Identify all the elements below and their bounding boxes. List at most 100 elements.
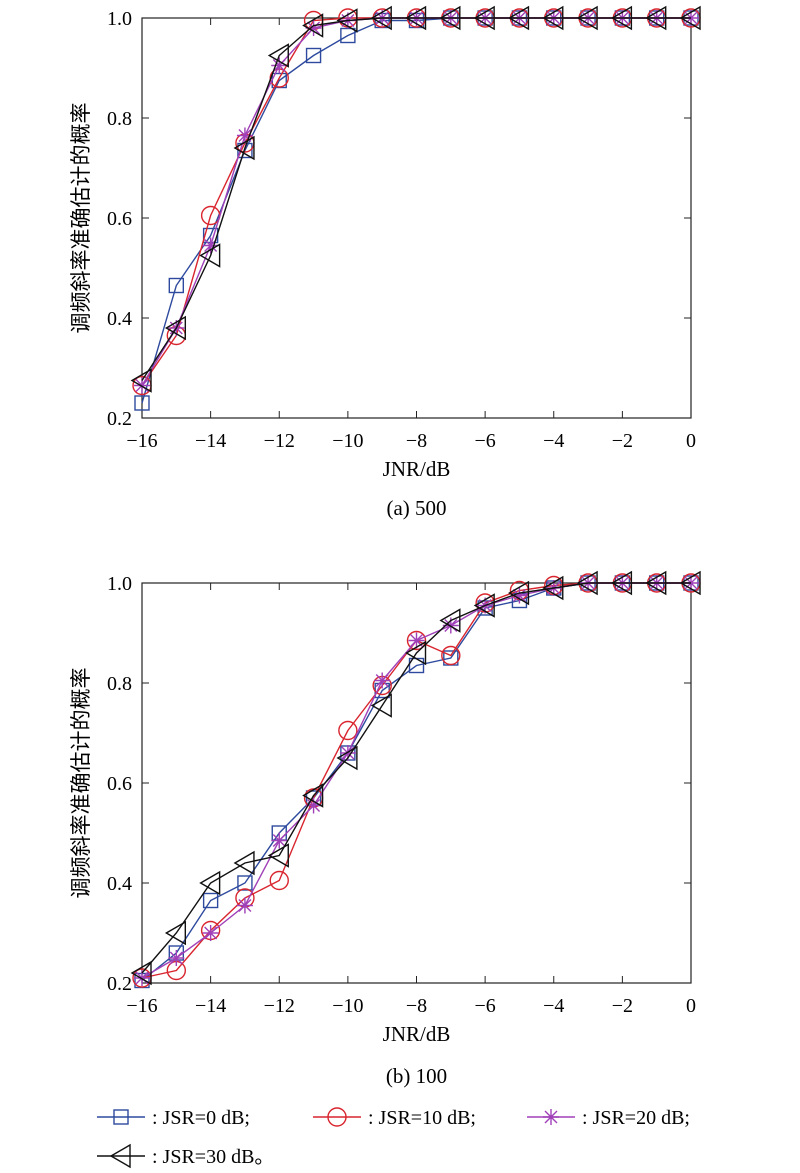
data-point	[473, 5, 495, 31]
panel-caption: (b) 100	[386, 1064, 447, 1088]
x-tick-label: −12	[264, 430, 295, 452]
y-tick-label: 0.8	[107, 108, 132, 130]
data-point	[645, 570, 667, 596]
y-tick-label: 0.2	[107, 973, 132, 995]
data-point	[338, 720, 358, 741]
data-point	[576, 570, 598, 596]
data-point	[164, 920, 187, 946]
data-point	[439, 608, 461, 633]
data-point	[233, 850, 255, 876]
data-point	[542, 575, 564, 601]
data-point	[130, 960, 152, 986]
y-tick-label: 0.8	[107, 673, 132, 695]
x-tick-label: −6	[474, 430, 495, 452]
data-point	[405, 640, 427, 666]
plot-frame	[141, 17, 692, 419]
data-point	[302, 783, 324, 808]
data-point	[237, 875, 253, 891]
data-point	[441, 645, 461, 666]
data-point	[271, 57, 288, 74]
series-0	[134, 10, 699, 411]
data-point	[406, 630, 427, 651]
data-point	[542, 5, 564, 31]
data-point	[645, 5, 667, 31]
legend-item: : JSR=0 dB;	[97, 1107, 250, 1129]
data-point	[236, 897, 253, 914]
series-line	[141, 582, 691, 974]
data-point	[267, 843, 289, 868]
series-2	[134, 10, 699, 394]
data-point	[336, 8, 358, 33]
data-point	[576, 5, 598, 31]
data-point	[610, 5, 633, 31]
x-tick-label: 0	[686, 430, 696, 452]
series-line	[141, 17, 691, 386]
x-axis-label: JNR/dB	[383, 457, 451, 481]
x-tick-label: −8	[406, 430, 427, 452]
chart-panel-a: −16 −14 −12 −10 −8 −6 −4 −2 0 0.2 0.4 0.6 0.8 1.0 JNR/…	[69, 5, 701, 520]
data-point	[305, 47, 322, 64]
data-point	[679, 5, 701, 31]
data-point	[508, 580, 530, 606]
x-tick-label: −12	[264, 995, 295, 1017]
x-tick-label: −2	[612, 430, 633, 452]
data-point	[336, 745, 358, 771]
legend-marker	[327, 1107, 347, 1127]
data-point	[473, 593, 495, 618]
data-point	[236, 127, 253, 144]
series-3	[130, 5, 701, 393]
x-tick-label: −10	[332, 995, 363, 1017]
x-tick-label: −4	[543, 995, 564, 1017]
data-point	[679, 570, 701, 596]
legend-marker	[109, 1143, 131, 1169]
data-point	[202, 925, 219, 941]
data-point	[374, 672, 391, 689]
data-point	[168, 950, 185, 966]
chart-panel-b: −16 −14 −12 −10 −8 −6 −4 −2 0 0.2 0.4 0.6 0.8 1.0 JNR/…	[69, 570, 701, 1088]
data-point	[202, 237, 219, 254]
legend: : JSR=0 dB; : JSR=10 dB; : JSR=20 dB; : JSR…	[97, 1107, 690, 1169]
y-tick-label: 0.4	[107, 308, 132, 330]
y-tick-label: 0.6	[107, 208, 132, 230]
data-point	[269, 870, 289, 891]
data-point	[271, 832, 288, 849]
data-point	[511, 587, 528, 604]
legend-item: : JSR=20 dB;	[527, 1107, 690, 1129]
data-point	[199, 870, 221, 896]
data-point	[130, 368, 152, 393]
data-point	[370, 5, 392, 31]
y-tick-label: 1.0	[107, 8, 132, 30]
panel-caption: (a) 500	[386, 496, 446, 520]
data-point	[168, 277, 185, 294]
data-point	[370, 693, 392, 718]
legend-label: : JSR=20 dB;	[582, 1107, 690, 1129]
data-point	[508, 5, 530, 31]
y-tick-label: 0.4	[107, 873, 132, 895]
x-tick-label: −2	[612, 995, 633, 1017]
x-tick-label: 0	[686, 995, 696, 1017]
data-point	[408, 632, 425, 649]
data-point	[610, 570, 633, 596]
data-point	[302, 13, 324, 38]
series-3	[130, 570, 701, 986]
x-axis-label: JNR/dB	[383, 1022, 451, 1046]
legend-label: : JSR=30 dB。	[152, 1146, 274, 1168]
x-tick-label: −10	[332, 430, 363, 452]
x-tick-label: −16	[126, 995, 157, 1017]
x-tick-label: −14	[195, 430, 226, 452]
legend-label: : JSR=0 dB;	[152, 1107, 250, 1129]
data-point	[305, 797, 322, 814]
x-tick-label: −6	[474, 995, 495, 1017]
data-point	[199, 243, 221, 268]
legend-marker	[113, 1109, 129, 1125]
data-point	[233, 135, 255, 161]
series-2	[134, 575, 699, 986]
y-tick-label: 0.2	[107, 408, 132, 430]
data-point	[267, 43, 289, 68]
y-tick-label: 0.6	[107, 773, 132, 795]
data-point	[305, 20, 322, 36]
legend-item: : JSR=10 dB;	[313, 1107, 476, 1129]
legend-item: : JSR=30 dB。	[97, 1143, 274, 1169]
y-tick-label: 1.0	[107, 573, 132, 595]
